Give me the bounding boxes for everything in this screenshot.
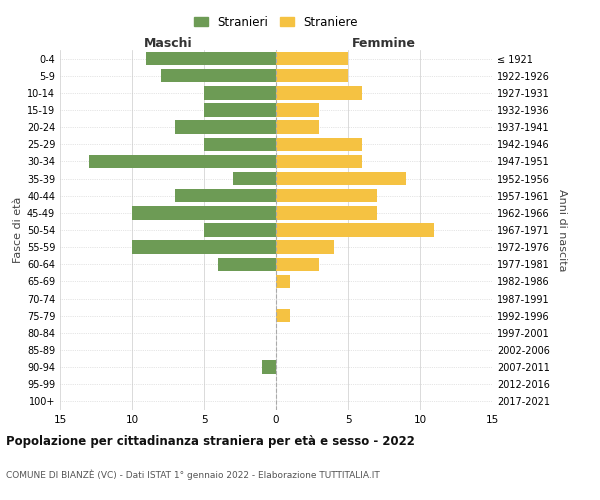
Legend: Stranieri, Straniere: Stranieri, Straniere [189, 11, 363, 34]
Bar [276, 86, 362, 100]
Bar [276, 309, 290, 322]
Bar [276, 138, 362, 151]
Bar [218, 258, 276, 271]
Bar [262, 360, 276, 374]
Text: COMUNE DI BIANZÈ (VC) - Dati ISTAT 1° gennaio 2022 - Elaborazione TUTTITALIA.IT: COMUNE DI BIANZÈ (VC) - Dati ISTAT 1° ge… [6, 470, 380, 480]
Bar [276, 189, 377, 202]
Bar [276, 69, 348, 82]
Text: Popolazione per cittadinanza straniera per età e sesso - 2022: Popolazione per cittadinanza straniera p… [6, 435, 415, 448]
Bar [175, 189, 276, 202]
Bar [204, 104, 276, 117]
Bar [276, 206, 377, 220]
Bar [276, 154, 362, 168]
Bar [132, 240, 276, 254]
Bar [276, 258, 319, 271]
Bar [132, 206, 276, 220]
Bar [146, 52, 276, 66]
Bar [161, 69, 276, 82]
Text: Femmine: Femmine [352, 37, 416, 50]
Bar [276, 120, 319, 134]
Bar [204, 224, 276, 236]
Bar [276, 104, 319, 117]
Bar [89, 154, 276, 168]
Bar [276, 240, 334, 254]
Bar [276, 274, 290, 288]
Y-axis label: Anni di nascita: Anni di nascita [557, 188, 566, 271]
Y-axis label: Fasce di età: Fasce di età [13, 197, 23, 263]
Bar [276, 172, 406, 186]
Bar [204, 138, 276, 151]
Bar [276, 224, 434, 236]
Bar [233, 172, 276, 186]
Text: Maschi: Maschi [143, 37, 193, 50]
Bar [175, 120, 276, 134]
Bar [276, 52, 348, 66]
Bar [204, 86, 276, 100]
